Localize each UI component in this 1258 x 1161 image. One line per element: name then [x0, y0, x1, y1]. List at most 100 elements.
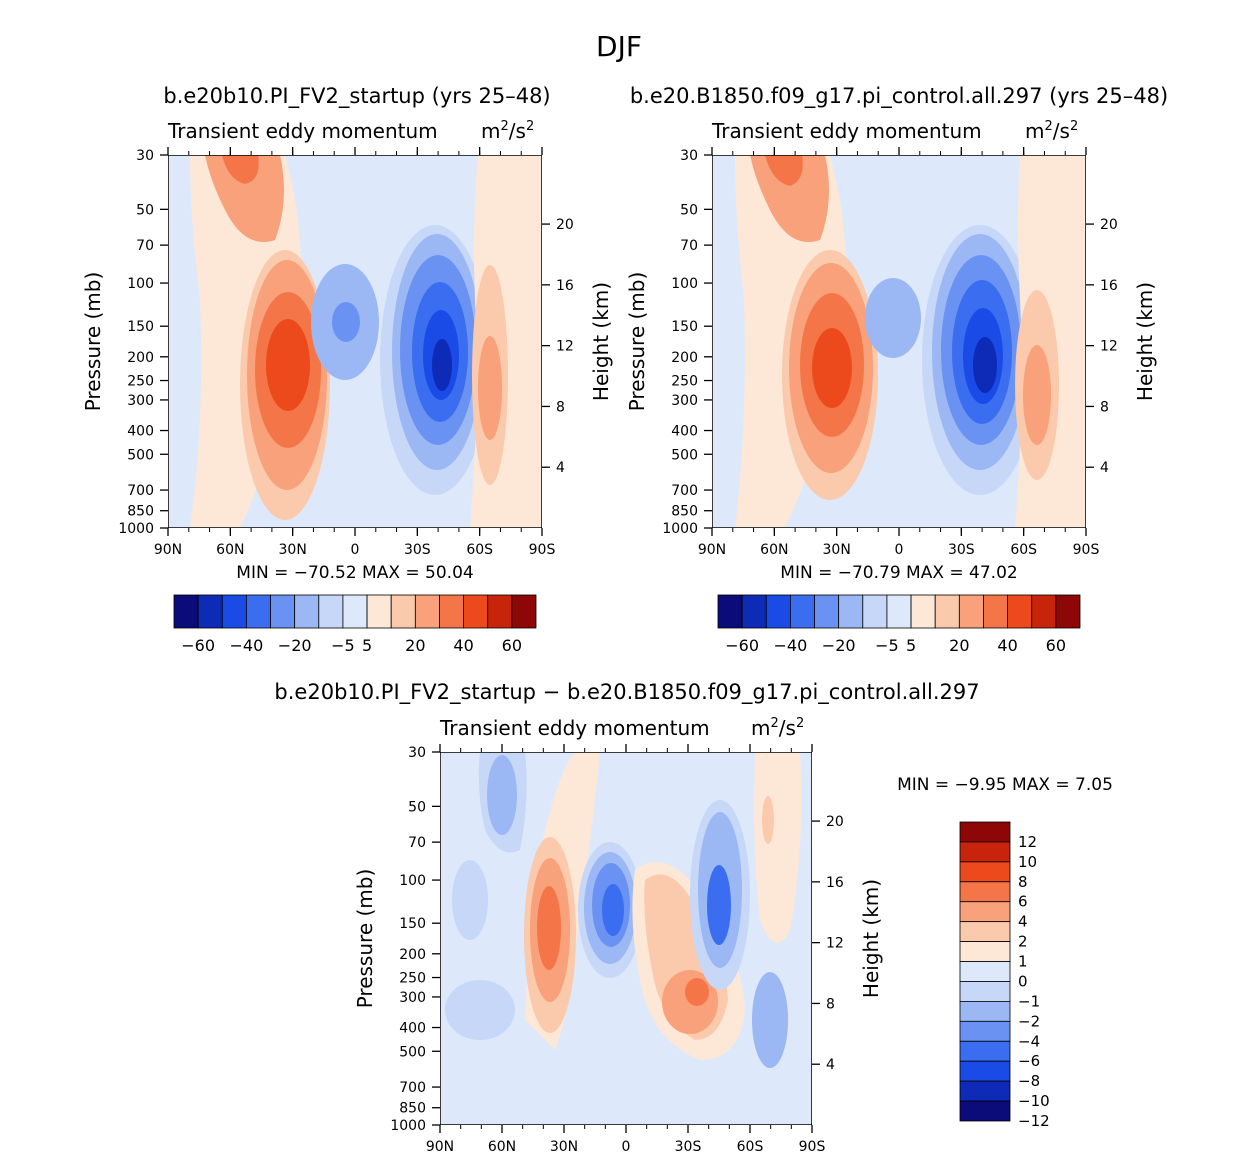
- colorbar-label: 5: [906, 636, 916, 655]
- colorbar-label: −4: [1018, 1032, 1040, 1050]
- pressure-tick-label: 150: [671, 319, 698, 335]
- colorbar-swatch: [959, 961, 1011, 982]
- colorbar-swatch: [959, 1001, 1011, 1022]
- colorbar-swatch: [318, 594, 344, 629]
- colorbar-swatch: [1031, 594, 1057, 629]
- pressure-tick-label: 400: [671, 424, 698, 440]
- colorbar-label: 12: [1018, 833, 1037, 851]
- heatmap-region: [865, 278, 921, 358]
- colorbar-label: 40: [453, 636, 473, 655]
- colorbars-group: −60 −40 −20 −5 5 20 40 60 −60 −40 −20 −5 5 20 40 601210…: [173, 594, 1081, 1130]
- colorbar-label: −5: [875, 636, 899, 655]
- height-tick-label: 4: [1100, 460, 1109, 476]
- panel-left-units: m2/s2: [481, 119, 534, 143]
- height-tick-label: 20: [556, 217, 574, 233]
- panel-diff-subtitle: Transient eddy momentum: [439, 716, 710, 740]
- panel-diff-heatmap: [440, 752, 812, 1125]
- height-tick-label: 8: [556, 399, 565, 415]
- lat-tick-label: 60S: [737, 1139, 764, 1155]
- colorbar-swatch: [221, 594, 247, 629]
- height-tick-label: 16: [1100, 278, 1118, 294]
- heatmap-region: [765, 155, 803, 186]
- lat-tick-label: 0: [895, 542, 904, 558]
- lat-tick-label: 30N: [550, 1139, 578, 1155]
- colorbar-swatch: [959, 1040, 1011, 1062]
- colorbar-label: 4: [1018, 913, 1028, 931]
- colorbar-label: −40: [774, 636, 808, 655]
- pressure-tick-label: 850: [127, 504, 154, 520]
- axes-diff: 3050701001502002503004005007008501000481…: [353, 744, 883, 1155]
- pressure-tick-label: 250: [127, 374, 154, 390]
- colorbar-swatch: [197, 594, 223, 629]
- pressure-tick-label: 400: [127, 424, 154, 440]
- colorbar-label: 2: [1018, 933, 1028, 951]
- colorbar-label: 40: [997, 636, 1017, 655]
- colorbar-label: −60: [181, 636, 215, 655]
- heatmap-region: [750, 155, 829, 242]
- panel-right-units: m2/s2: [1025, 119, 1078, 143]
- colorbar-swatch: [959, 861, 1011, 883]
- pressure-tick-label: 50: [136, 202, 154, 218]
- ylabel-pressure: Pressure (mb): [625, 272, 649, 412]
- colorbar-swatch: [959, 921, 1011, 943]
- heatmap-region: [602, 884, 624, 936]
- pressure-tick-label: 50: [408, 799, 426, 815]
- heatmap-region: [205, 155, 284, 242]
- heatmap-region: [752, 972, 788, 1068]
- colorbar-swatch: [959, 981, 1011, 1002]
- pressure-tick-label: 30: [136, 148, 154, 164]
- pressure-tick-label: 300: [127, 393, 154, 409]
- colorbar-label: −60: [725, 636, 759, 655]
- colorbar-label: 60: [1046, 636, 1066, 655]
- height-tick-label: 20: [826, 814, 844, 830]
- colorbar-swatch: [959, 1020, 1011, 1042]
- colorbar-swatch: [765, 594, 791, 629]
- pressure-tick-label: 700: [671, 483, 698, 499]
- panel-right-title: b.e20.B1850.f09_g17.pi_control.all.297 (…: [630, 84, 1168, 109]
- colorbar-label: −1: [1018, 992, 1040, 1010]
- pressure-tick-label: 400: [399, 1021, 426, 1037]
- axes-left: 3050701001502002503004005007008501000481…: [81, 147, 613, 558]
- pressure-tick-label: 500: [671, 447, 698, 463]
- colorbar-label: −6: [1018, 1052, 1040, 1070]
- colorbar-swatch: [270, 594, 296, 629]
- heatmap-region: [445, 980, 515, 1040]
- pressure-tick-label: 300: [399, 990, 426, 1006]
- pressure-tick-label: 100: [127, 276, 154, 292]
- lat-tick-label: 30S: [675, 1139, 702, 1155]
- pressure-tick-label: 100: [671, 276, 698, 292]
- heatmap-region: [973, 337, 997, 393]
- height-tick-label: 8: [1100, 399, 1109, 415]
- axes-group: 3050701001502002503004005007008501000481…: [81, 147, 1157, 1155]
- height-tick-label: 4: [556, 460, 565, 476]
- height-tick-label: 8: [826, 996, 835, 1012]
- colorbar-swatch: [958, 594, 984, 629]
- colorbar-swatch: [463, 594, 489, 629]
- panel-left: b.e20b10.PI_FV2_startup (yrs 25–48) Tran…: [163, 84, 550, 583]
- pressure-tick-label: 150: [127, 319, 154, 335]
- panel-diff-title: b.e20b10.PI_FV2_startup − b.e20.B1850.f0…: [274, 680, 979, 705]
- height-tick-label: 12: [556, 339, 574, 355]
- panel-diff: b.e20b10.PI_FV2_startup − b.e20.B1850.f0…: [274, 680, 1113, 1125]
- colorbar-label: 0: [1018, 972, 1028, 990]
- height-tick-label: 12: [826, 936, 844, 952]
- lat-tick-label: 30N: [279, 542, 307, 558]
- colorbar-label: −10: [1018, 1092, 1050, 1110]
- colorbar-label: 10: [1018, 853, 1037, 871]
- heatmap-region: [332, 302, 360, 342]
- colorbar-swatch: [342, 594, 368, 629]
- colorbar-swatch: [173, 594, 199, 629]
- pressure-tick-label: 1000: [118, 521, 154, 537]
- pressure-tick-label: 100: [399, 873, 426, 889]
- panel-left-subtitle: Transient eddy momentum: [167, 119, 438, 143]
- panel-diff-stats: MIN = −9.95 MAX = 7.05: [897, 775, 1113, 795]
- heatmap-region: [432, 339, 452, 391]
- colorbar-swatch: [959, 1080, 1011, 1102]
- colorbar-label: −5: [331, 636, 355, 655]
- pressure-tick-label: 1000: [390, 1118, 426, 1134]
- figure-title: DJF: [596, 30, 642, 63]
- panel-right-heatmap: [712, 155, 1086, 528]
- colorbar-label: 1: [1018, 953, 1028, 971]
- lat-tick-label: 60N: [216, 542, 244, 558]
